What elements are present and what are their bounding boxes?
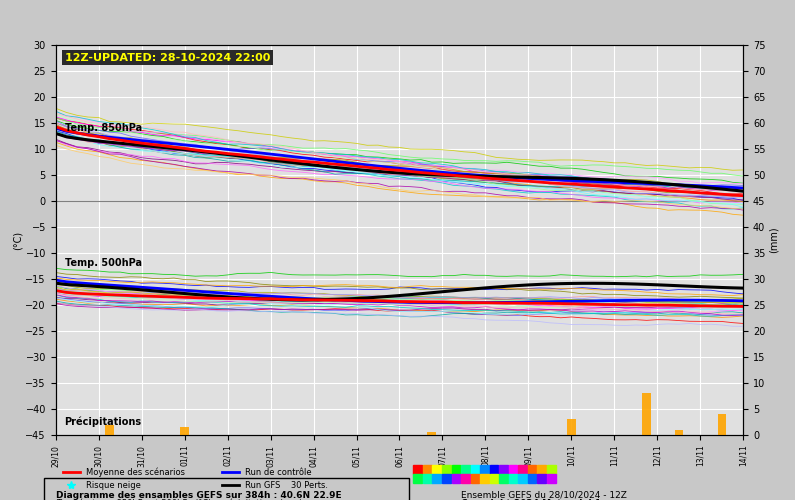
Text: Temp. 850hPa: Temp. 850hPa	[64, 123, 142, 133]
Bar	[105, 424, 114, 435]
Text: 12Z-UPDATED: 28-10-2024 22:00: 12Z-UPDATED: 28-10-2024 22:00	[64, 52, 270, 62]
Text: Diagramme des ensambles GEFS sur 384h : 40.6N 22.9E: Diagramme des ensambles GEFS sur 384h : …	[56, 490, 341, 500]
Text: Précipitations: Précipitations	[64, 416, 142, 426]
Bar	[567, 420, 576, 435]
Bar	[180, 427, 189, 435]
Bar	[718, 414, 726, 435]
Legend: Run de contrôle, Run GFS    30 Perts.: Run de contrôle, Run GFS 30 Perts.	[219, 464, 332, 494]
Bar	[428, 432, 436, 435]
Bar	[675, 430, 683, 435]
Text: Ensemble GEFS du 28/10/2024 - 12Z: Ensemble GEFS du 28/10/2024 - 12Z	[461, 490, 627, 500]
Legend: Moyenne des scénarios, Risque neige: Moyenne des scénarios, Risque neige	[60, 464, 189, 494]
Y-axis label: (mm): (mm)	[768, 226, 778, 254]
Text: Températures 850hPa et 500hPa (°C) , précipitations (mm): Températures 850hPa et 500hPa (°C) , pré…	[56, 499, 302, 500]
Text: Temp. 500hPa: Temp. 500hPa	[64, 258, 142, 268]
Y-axis label: (°C): (°C)	[13, 230, 22, 250]
Bar	[642, 394, 651, 435]
